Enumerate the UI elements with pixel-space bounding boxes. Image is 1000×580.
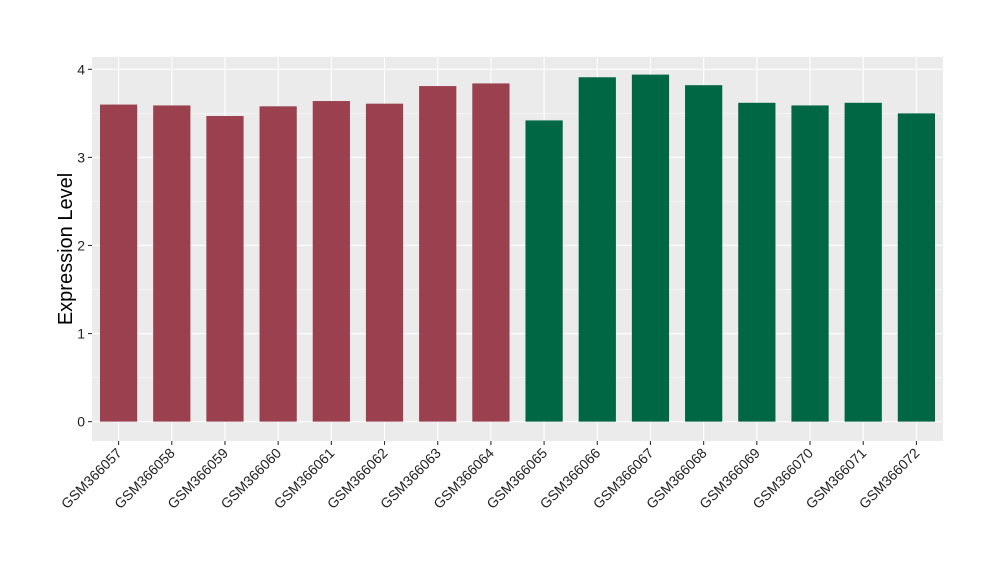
bar-GSM366064 <box>472 83 510 422</box>
bar-GSM366061 <box>312 101 350 422</box>
x-axis: GSM366057GSM366058GSM366059GSM366060GSM3… <box>58 441 923 512</box>
bar-GSM366070 <box>791 105 829 422</box>
bar-GSM366069 <box>738 102 776 422</box>
bar-GSM366071 <box>844 102 882 422</box>
y-tick-label: 1 <box>77 326 85 342</box>
bar-GSM366057 <box>99 104 138 422</box>
y-tick-label: 3 <box>77 149 85 165</box>
bar-GSM366066 <box>578 77 616 422</box>
bar-GSM366065 <box>525 120 563 422</box>
bar-GSM366068 <box>685 85 723 422</box>
bar-GSM366067 <box>631 74 670 422</box>
bar-GSM366059 <box>206 116 244 422</box>
y-axis: 0 1 2 3 4 <box>77 61 92 430</box>
bars <box>99 74 936 422</box>
y-tick-label: 4 <box>77 61 85 77</box>
bar-GSM366060 <box>259 106 297 422</box>
y-axis-title: Expression Level <box>55 173 77 325</box>
bar-GSM366072 <box>897 113 936 422</box>
bar-GSM366062 <box>365 103 404 422</box>
y-tick-label: 0 <box>77 414 85 430</box>
bar-GSM366058 <box>153 105 191 422</box>
y-tick-label: 2 <box>77 237 85 253</box>
bar-GSM366063 <box>419 86 457 422</box>
